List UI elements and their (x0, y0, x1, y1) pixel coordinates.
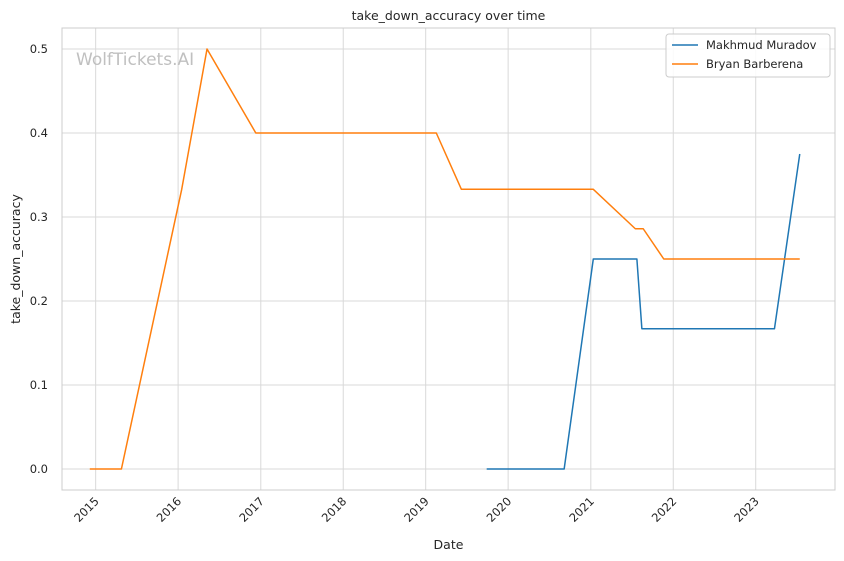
y-tick-label: 0.3 (30, 210, 48, 224)
y-axis-ticks: 0.0 0.1 0.2 0.3 0.4 0.5 (30, 42, 48, 476)
y-axis-title: take_down_accuracy (8, 194, 23, 324)
chart-title: take_down_accuracy over time (352, 8, 546, 23)
watermark-text: WolfTickets.AI (76, 50, 194, 70)
series-line-1 (89, 48, 800, 470)
y-tick-label: 0.5 (30, 42, 48, 56)
series-layer (89, 48, 801, 470)
y-tick-label: 0.1 (30, 378, 48, 392)
legend: Makhmud Muradov Bryan Barberena (665, 33, 831, 78)
plot-frame (61, 27, 836, 491)
series-line-0 (486, 153, 801, 470)
x-axis-title: Date (434, 537, 464, 552)
legend-box (665, 33, 831, 78)
y-tick-label: 0.0 (30, 462, 48, 476)
y-tick-label: 0.4 (30, 126, 48, 140)
legend-label-0: Makhmud Muradov (706, 38, 817, 52)
grid (62, 28, 835, 490)
legend-label-1: Bryan Barberena (706, 57, 803, 71)
y-tick-label: 0.2 (30, 294, 48, 308)
